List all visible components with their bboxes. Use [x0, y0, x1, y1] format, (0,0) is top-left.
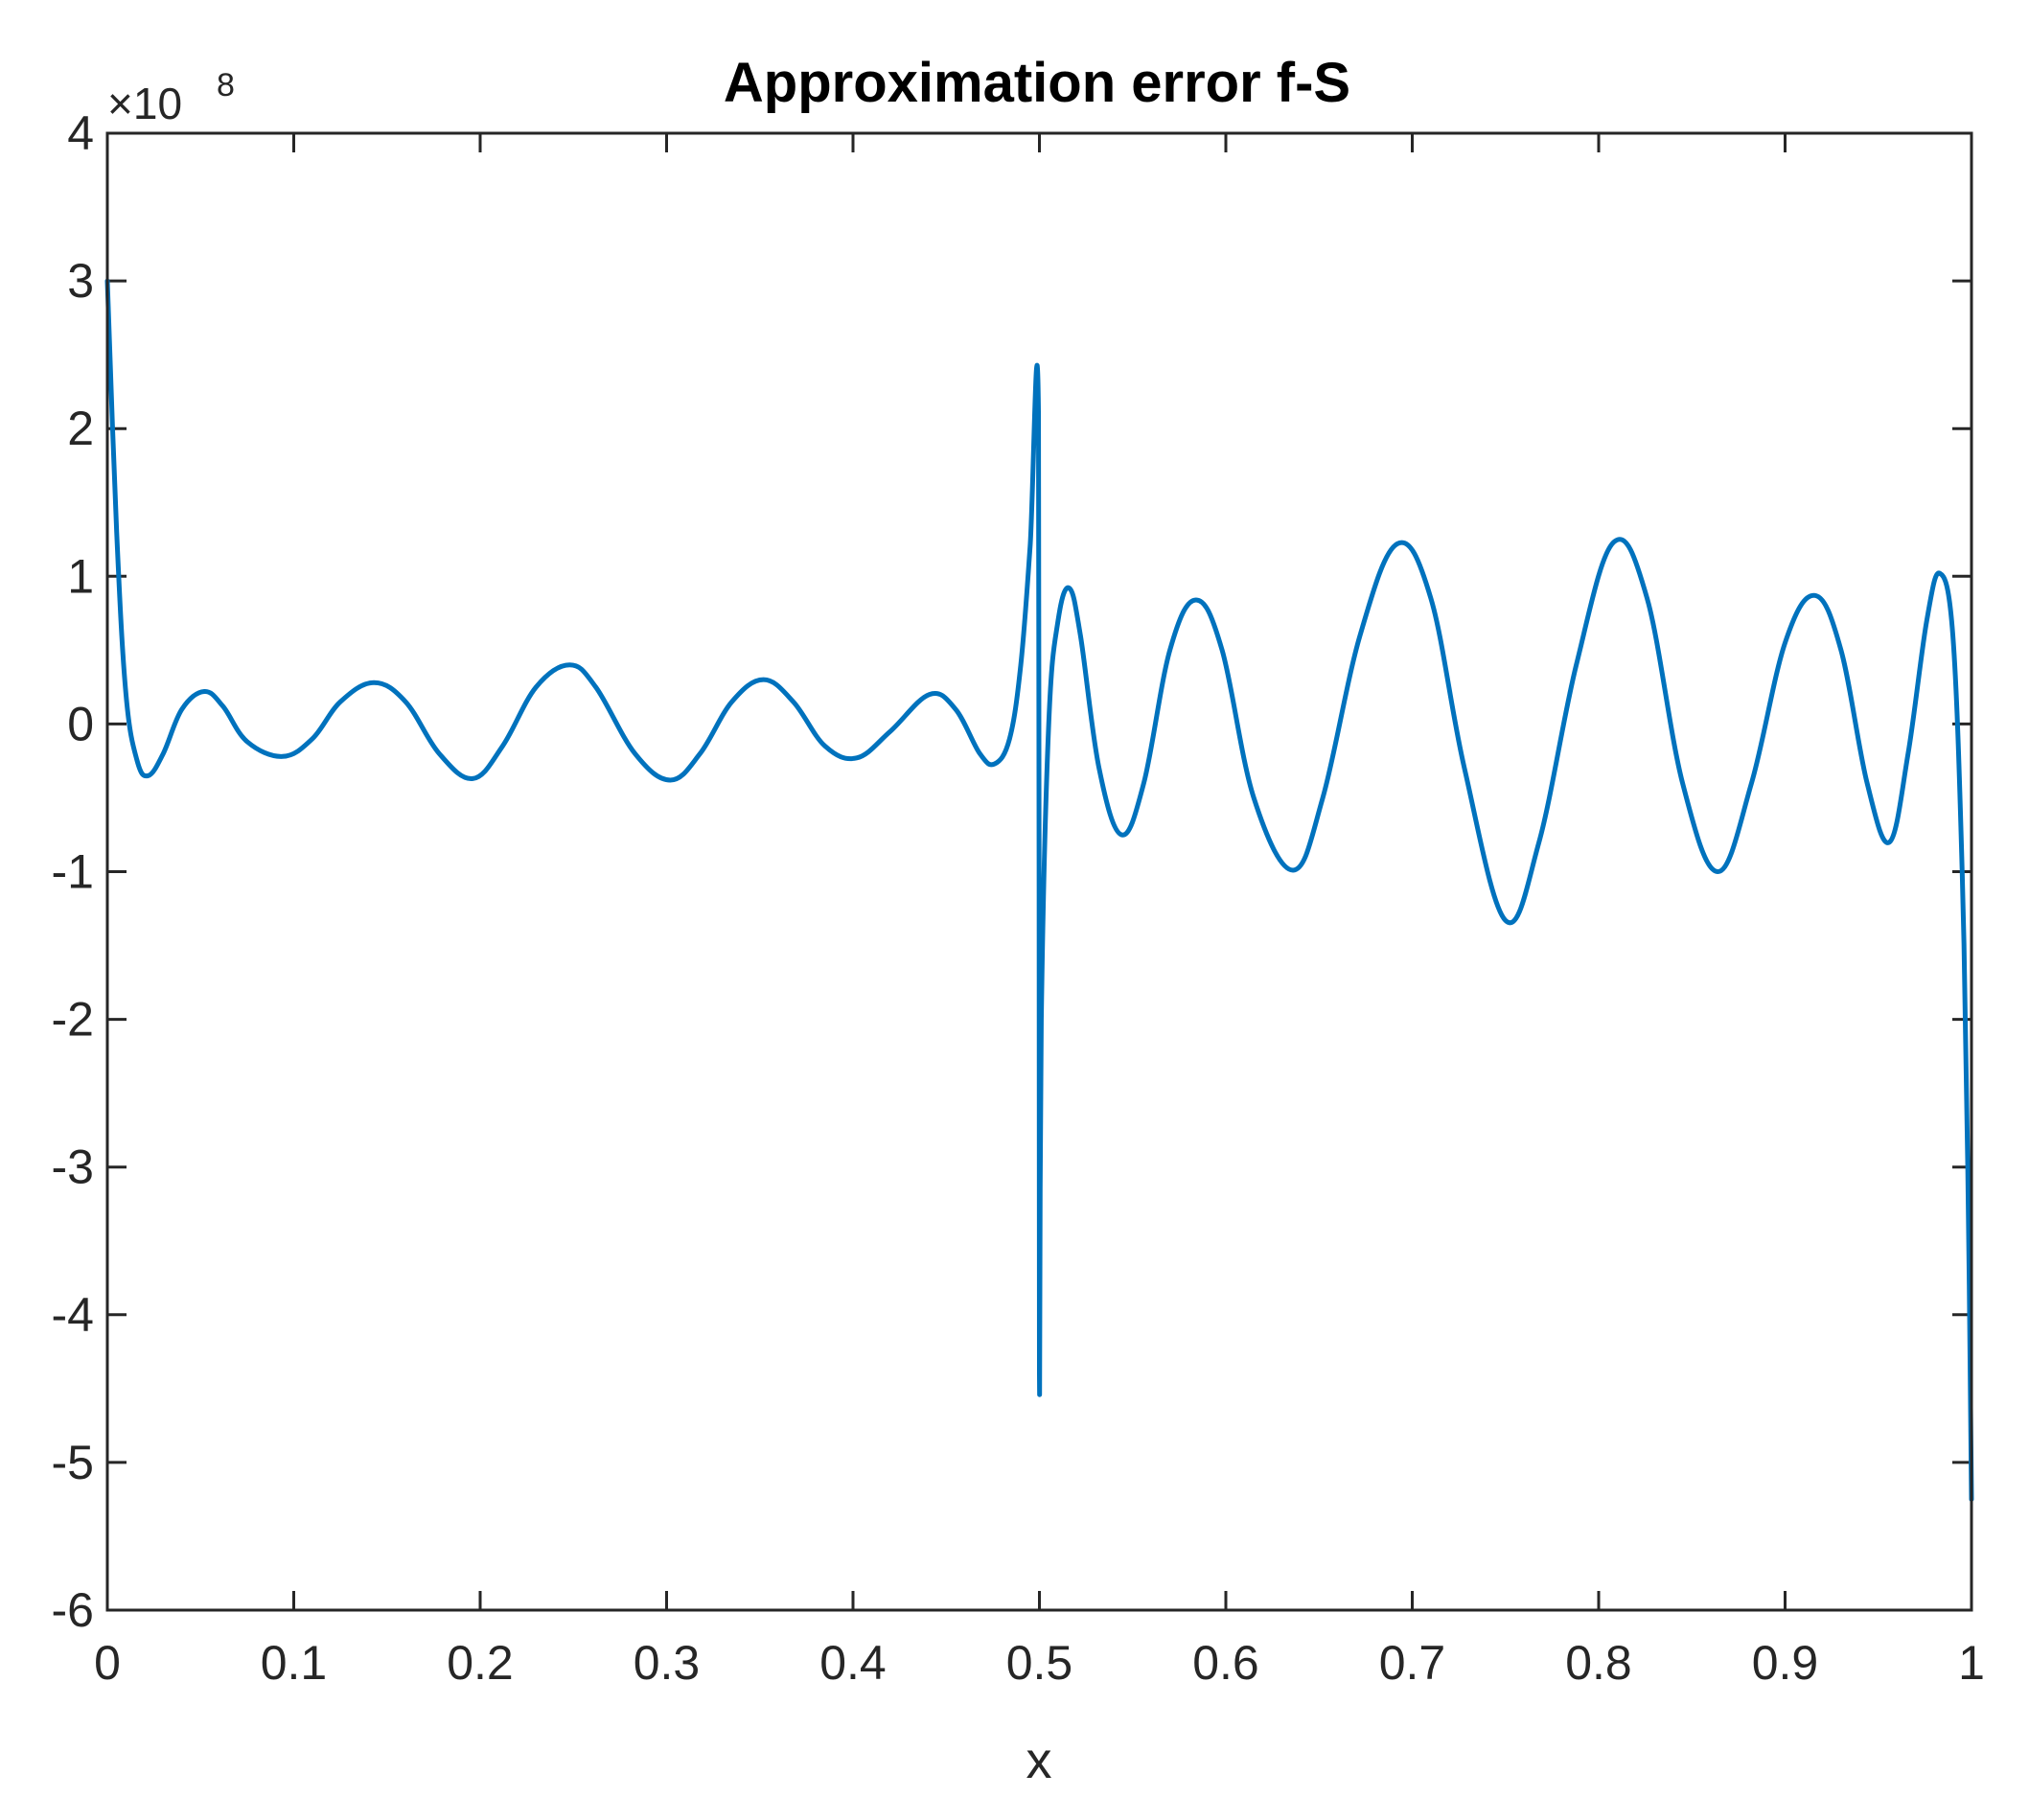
x-tick-label: 0.6 — [1192, 1636, 1259, 1690]
y-tick-label: -2 — [52, 993, 94, 1047]
x-tick-label: 0.1 — [261, 1636, 328, 1690]
x-tick-label: 0.3 — [634, 1636, 701, 1690]
axes-box — [105, 131, 1973, 1612]
x-tick-label: 0 — [94, 1636, 121, 1690]
y-exponent-label: ×10 8 — [107, 67, 235, 128]
svg-text:×10: ×10 — [107, 79, 182, 128]
x-tick-label: 0.4 — [819, 1636, 887, 1690]
y-tick-label: -4 — [52, 1288, 94, 1342]
y-tick-label: 0 — [67, 697, 94, 750]
y-tick-label: 3 — [67, 254, 94, 308]
x-tick-label: 0.9 — [1752, 1636, 1819, 1690]
series-line — [104, 278, 1974, 1502]
x-axis-ticks: 0 0.1 0.2 0.3 0.4 0.5 0.6 0.7 0.8 0.9 1 — [94, 133, 1985, 1690]
x-axis-label: x — [1026, 1732, 1052, 1789]
y-tick-label: -6 — [52, 1583, 94, 1637]
chart-title: Approximation error f-S — [724, 52, 1350, 114]
series-layer — [104, 278, 1974, 1502]
x-tick-label: 0.2 — [447, 1636, 514, 1690]
y-tick-label: 2 — [67, 402, 94, 455]
y-tick-label: -3 — [52, 1140, 94, 1194]
x-tick-label: 0.8 — [1565, 1636, 1632, 1690]
x-tick-label: 0.7 — [1379, 1636, 1446, 1690]
x-tick-label: 0.5 — [1006, 1636, 1073, 1690]
svg-text:8: 8 — [217, 67, 235, 104]
y-tick-label: 4 — [67, 106, 94, 160]
x-tick-label: 1 — [1958, 1636, 1985, 1690]
y-tick-label: -1 — [52, 845, 94, 899]
y-tick-label: 1 — [67, 549, 94, 603]
y-tick-label: -5 — [52, 1436, 94, 1489]
